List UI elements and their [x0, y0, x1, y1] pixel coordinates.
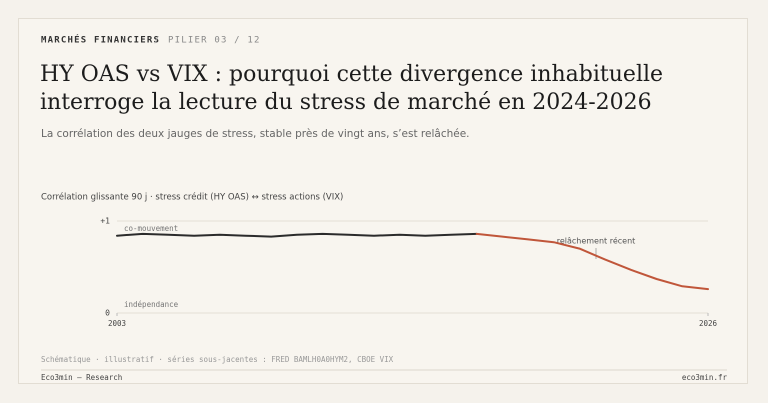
kicker: MARCHÉS FINANCIERS — [41, 34, 160, 46]
x-tick-label: 2003 — [108, 319, 126, 328]
line-series — [475, 232, 709, 291]
annotation: indépendance — [124, 300, 179, 309]
chart-title: Corrélation glissante 90 j · stress créd… — [41, 192, 343, 203]
annotation: co-mouvement — [124, 224, 178, 233]
annotation: relâchement récent — [557, 236, 636, 246]
line-series — [116, 232, 478, 238]
subtitle: La corrélation des deux jauges de stress… — [41, 128, 470, 140]
title-line: interroge la lecture du stress de marché… — [40, 90, 652, 115]
site: eco3min.fr — [682, 373, 728, 382]
y-tick-label: 0 — [105, 309, 110, 318]
brand: Eco3min — Research — [41, 373, 122, 382]
title-line: HY OAS vs VIX : pourquoi cette divergenc… — [40, 62, 663, 87]
y-tick-label: +1 — [100, 217, 110, 226]
card — [18, 18, 748, 384]
x-tick-label: 2026 — [699, 319, 718, 328]
series-label: PILIER 03 / 12 — [168, 36, 261, 46]
source-note: Schématique · illustratif · séries sous-… — [41, 355, 394, 364]
separator: / — [154, 36, 161, 46]
